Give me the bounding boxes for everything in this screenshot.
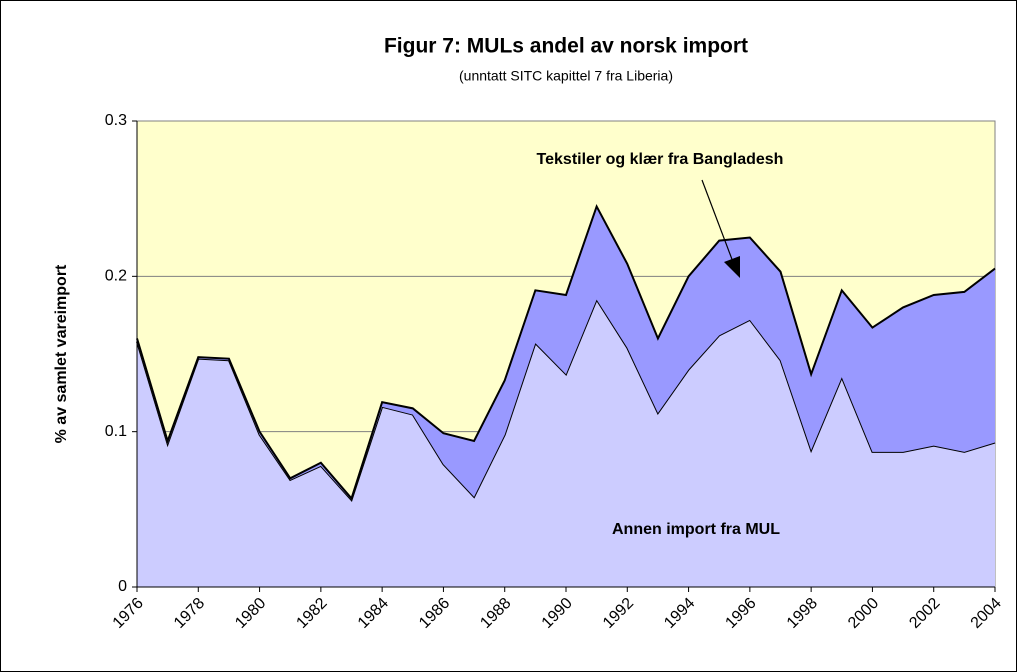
y-tick-label: 0.1: [105, 423, 127, 440]
chart-subtitle: (unntatt SITC kapittel 7 fra Liberia): [459, 68, 673, 84]
area: [137, 299, 995, 587]
y-tick-label: 0: [118, 578, 127, 595]
annotation: Annen import fra MUL: [612, 521, 780, 538]
arrow: [701, 179, 734, 263]
y-axis-label: % av samlet vareimport: [53, 264, 70, 443]
area-line: [136, 203, 996, 501]
area: [137, 206, 995, 501]
annotation: Tekstiler og klær fra Bangladesh: [537, 151, 784, 168]
y-tick-label: 0.3: [105, 112, 127, 129]
chart-title: Figur 7: MULs andel av norsk import: [384, 35, 748, 58]
arrow-head: [724, 256, 740, 278]
y-tick-label: 0.2: [105, 268, 127, 285]
